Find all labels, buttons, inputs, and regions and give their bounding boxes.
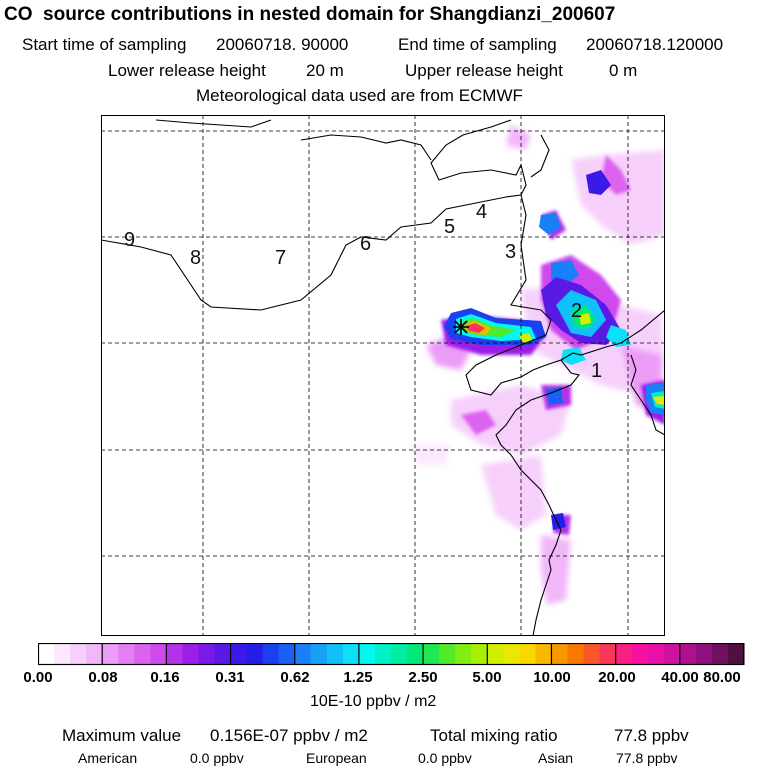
total-mixing-label: Total mixing ratio bbox=[430, 726, 558, 745]
day-marker-3: 3 bbox=[505, 241, 516, 263]
start-time-label: Start time of sampling bbox=[22, 35, 187, 54]
end-time-value: 20060718.120000 bbox=[586, 35, 724, 54]
lat-lon-grid bbox=[101, 115, 665, 636]
contribution-field-high bbox=[444, 170, 665, 530]
colorbar-cell bbox=[198, 643, 216, 665]
day-marker-2: 2 bbox=[571, 300, 582, 322]
colorbar-cell bbox=[599, 643, 617, 665]
end-time-label: End time of sampling bbox=[398, 35, 557, 54]
map-frame bbox=[101, 115, 665, 636]
colorbar-cell bbox=[487, 643, 504, 665]
colorbar-cell bbox=[711, 643, 729, 665]
receptor-star-icon bbox=[453, 319, 469, 335]
colorbar-cell bbox=[214, 643, 232, 665]
met-data-note: Meteorological data used are from ECMWF bbox=[196, 86, 523, 105]
colorbar-cell bbox=[727, 643, 745, 665]
asian-label: Asian bbox=[538, 750, 574, 766]
colorbar-tick-6: 2.50 bbox=[408, 669, 438, 686]
colorbar-cell bbox=[230, 643, 248, 665]
colorbar-cell bbox=[519, 643, 537, 665]
day-marker-1: 1 bbox=[591, 360, 602, 382]
colorbar-cell bbox=[471, 643, 488, 665]
colorbar-tick-8: 10.00 bbox=[533, 669, 571, 686]
day-marker-7: 7 bbox=[275, 247, 286, 269]
lower-height-label: Lower release height bbox=[108, 61, 266, 80]
colorbar-cell bbox=[54, 643, 71, 665]
colorbar-tick-0: 0.00 bbox=[23, 669, 53, 686]
colorbar-cell bbox=[102, 643, 119, 665]
colorbar-cell bbox=[631, 643, 649, 665]
colorbar-cell bbox=[38, 643, 55, 665]
backtrajectory-day-markers: 1 2 3 4 5 6 7 8 9 bbox=[124, 201, 602, 382]
lower-height-value: 20 m bbox=[306, 61, 344, 80]
colorbar-cell bbox=[503, 643, 520, 665]
day-marker-6: 6 bbox=[360, 233, 371, 255]
colorbar-cell bbox=[439, 643, 456, 665]
colorbar-cells bbox=[38, 643, 745, 665]
colorbar-cell bbox=[262, 643, 280, 665]
colorbar-cell bbox=[150, 643, 167, 665]
colorbar-cell bbox=[118, 643, 135, 665]
map-background bbox=[101, 115, 665, 636]
asian-value: 77.8 ppbv bbox=[616, 750, 678, 766]
colorbar-cell bbox=[182, 643, 200, 665]
european-value: 0.0 ppbv bbox=[418, 750, 472, 766]
max-value: 0.156E-07 ppbv / m2 bbox=[210, 726, 368, 745]
colorbar-cell bbox=[615, 643, 633, 665]
day-marker-4: 4 bbox=[476, 201, 487, 223]
colorbar-cell bbox=[535, 643, 553, 665]
max-value-label: Maximum value bbox=[62, 726, 182, 745]
colorbar-cell bbox=[70, 643, 87, 665]
colorbar-cell bbox=[663, 643, 681, 665]
coastlines bbox=[101, 119, 665, 636]
day-marker-9: 9 bbox=[124, 229, 135, 251]
plot-title: CO source contributions in nested domain… bbox=[4, 4, 616, 25]
colorbar-cell bbox=[551, 643, 569, 665]
colorbar-cell bbox=[246, 643, 264, 665]
colorbar-cell bbox=[310, 643, 328, 665]
colorbar-cell bbox=[391, 643, 408, 665]
colorbar-cell bbox=[583, 643, 601, 665]
european-label: European bbox=[306, 750, 367, 766]
colorbar-cell bbox=[423, 643, 440, 665]
colorbar-cell bbox=[358, 643, 376, 665]
footprint-map: 1 2 3 4 5 6 7 8 9 bbox=[101, 115, 665, 636]
start-time-value: 20060718. 90000 bbox=[216, 35, 349, 54]
colorbar-tick-3: 0.31 bbox=[215, 669, 245, 686]
colorbar-cell bbox=[374, 643, 392, 665]
colorbar-cell bbox=[407, 643, 424, 665]
colorbar-cell bbox=[647, 643, 665, 665]
colorbar-cell bbox=[326, 643, 344, 665]
upper-height-value: 0 m bbox=[609, 61, 638, 80]
upper-height-label: Upper release height bbox=[405, 61, 563, 80]
colorbar-cell bbox=[455, 643, 472, 665]
day-marker-8: 8 bbox=[190, 247, 201, 269]
american-label: American bbox=[78, 750, 138, 766]
colorbar-cell bbox=[679, 643, 697, 665]
colorbar-tick-4: 0.62 bbox=[280, 669, 310, 686]
colorbar-tick-7: 5.00 bbox=[472, 669, 502, 686]
colorbar-tick-9: 20.00 bbox=[598, 669, 636, 686]
total-mixing-value: 77.8 ppbv bbox=[614, 726, 689, 745]
colorbar-tick-10: 40.00 bbox=[661, 669, 699, 686]
american-value: 0.0 ppbv bbox=[190, 750, 244, 766]
colorbar-cell bbox=[567, 643, 585, 665]
colorbar-cell bbox=[342, 643, 360, 665]
colorbar-cell bbox=[294, 643, 312, 665]
colorbar-cell bbox=[86, 643, 103, 665]
colorbar-tick-5: 1.25 bbox=[343, 669, 373, 686]
colorbar-tick-1: 0.08 bbox=[88, 669, 118, 686]
colorbar-cell bbox=[278, 643, 296, 665]
colorbar-cell bbox=[134, 643, 151, 665]
colorbar-tick-11: 80.00 bbox=[703, 669, 741, 686]
colorbar-tick-2: 0.16 bbox=[150, 669, 180, 686]
colorbar-unit: 10E-10 ppbv / m2 bbox=[310, 693, 437, 710]
colorbar-cell bbox=[695, 643, 713, 665]
colorbar bbox=[38, 643, 745, 666]
colorbar-cell bbox=[166, 643, 184, 665]
day-marker-5: 5 bbox=[444, 216, 455, 238]
